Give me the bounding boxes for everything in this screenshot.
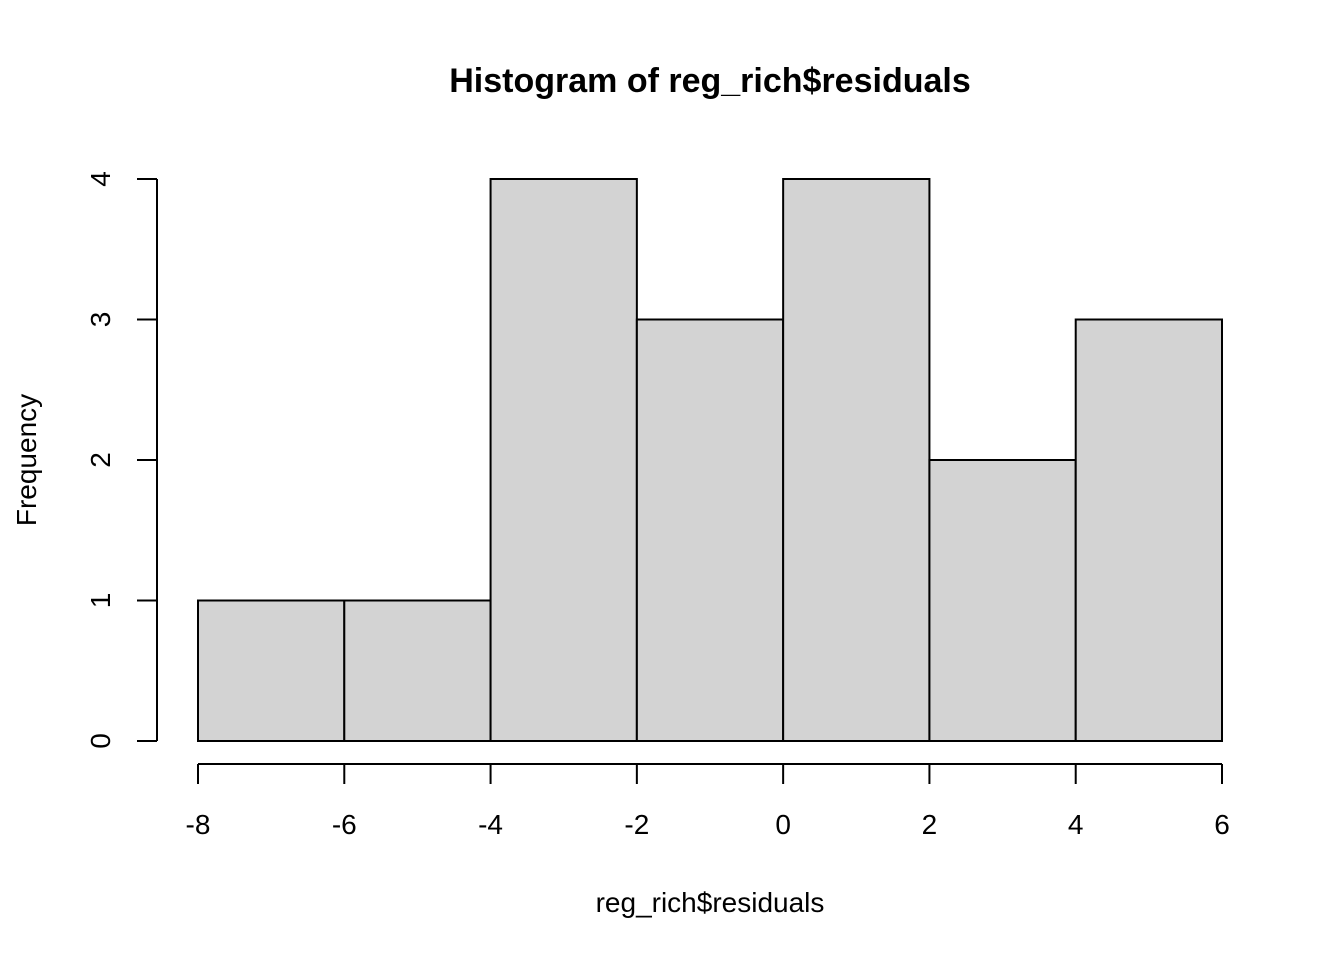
y-tick-label: 3 bbox=[85, 312, 116, 328]
x-tick-label: -4 bbox=[478, 809, 503, 840]
y-tick-label: 1 bbox=[85, 593, 116, 609]
x-tick-label: 2 bbox=[922, 809, 938, 840]
y-axis: 0 1 2 3 4 bbox=[85, 171, 158, 749]
bars-group bbox=[197, 178, 1223, 742]
x-tick-label: 6 bbox=[1214, 809, 1230, 840]
y-tick-label: 0 bbox=[85, 733, 116, 749]
histogram-bar bbox=[1074, 318, 1223, 742]
x-tick-label: 0 bbox=[775, 809, 791, 840]
x-tick-label: -8 bbox=[186, 809, 211, 840]
x-axis: -8 -6 -4 -2 0 2 4 6 bbox=[186, 763, 1230, 840]
histogram-bar bbox=[928, 459, 1077, 742]
histogram-bar bbox=[343, 599, 492, 742]
x-tick-label: -2 bbox=[624, 809, 649, 840]
histogram-bar bbox=[489, 178, 638, 742]
y-tick-label: 4 bbox=[85, 171, 116, 187]
chart-title: Histogram of reg_rich$residuals bbox=[449, 62, 971, 100]
x-tick-label: -6 bbox=[332, 809, 357, 840]
x-tick-label: 4 bbox=[1068, 809, 1084, 840]
y-axis-label: Frequency bbox=[11, 394, 42, 526]
histogram-bar bbox=[635, 318, 785, 742]
histogram-bar bbox=[197, 599, 346, 742]
x-axis-label: reg_rich$residuals bbox=[596, 887, 825, 918]
histogram-bar bbox=[782, 178, 931, 742]
y-tick-label: 2 bbox=[85, 452, 116, 468]
